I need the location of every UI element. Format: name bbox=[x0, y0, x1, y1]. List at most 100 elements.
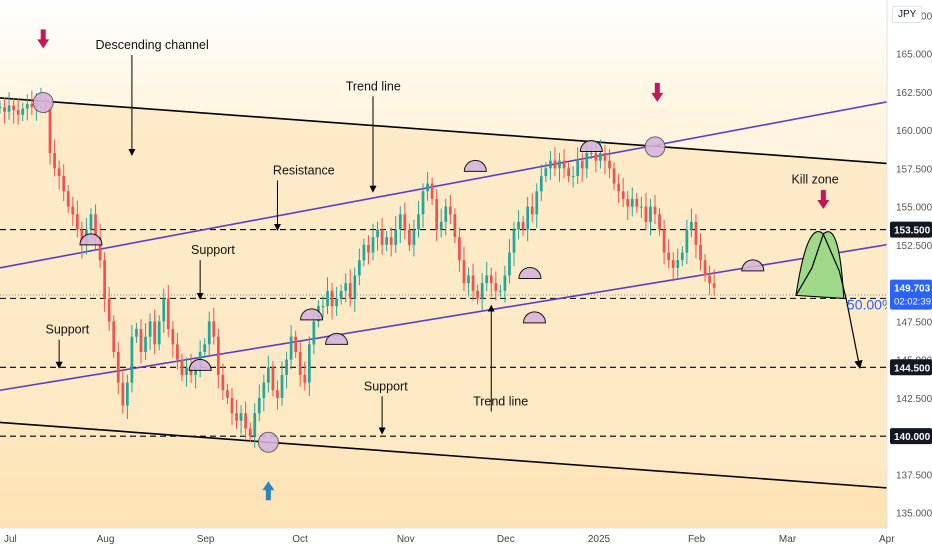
candle bbox=[635, 198, 639, 207]
candle bbox=[212, 321, 216, 337]
annotation-label: Support bbox=[191, 243, 235, 257]
candle bbox=[489, 275, 493, 284]
candle bbox=[339, 290, 343, 299]
candle bbox=[226, 390, 229, 398]
currency-label[interactable]: JPY bbox=[892, 6, 923, 23]
candle bbox=[571, 176, 575, 177]
candle bbox=[426, 183, 429, 192]
candle bbox=[298, 352, 302, 375]
candle bbox=[667, 252, 671, 261]
candle bbox=[494, 283, 498, 291]
candle bbox=[157, 321, 161, 345]
x-tick-label: 2025 bbox=[588, 534, 611, 545]
candle bbox=[630, 198, 634, 207]
candle bbox=[276, 390, 279, 398]
trend-line-upper bbox=[0, 92, 932, 269]
candle bbox=[412, 229, 416, 245]
annotation-label: Support bbox=[364, 379, 408, 393]
x-tick-label: Nov bbox=[397, 534, 415, 545]
candle bbox=[357, 260, 361, 276]
candle bbox=[662, 229, 666, 253]
candle bbox=[621, 191, 625, 199]
candle bbox=[21, 108, 25, 115]
candle bbox=[385, 237, 389, 245]
candle bbox=[685, 229, 689, 253]
candle bbox=[66, 191, 70, 207]
candle bbox=[562, 160, 566, 169]
candle bbox=[121, 382, 125, 406]
candle bbox=[558, 160, 561, 169]
candle bbox=[530, 206, 534, 215]
candle bbox=[708, 275, 711, 284]
candle bbox=[94, 214, 97, 238]
level-badge: 153.500 bbox=[894, 226, 931, 237]
touch-arc bbox=[518, 267, 542, 280]
candle bbox=[471, 275, 475, 291]
candle bbox=[394, 229, 398, 245]
candle bbox=[480, 283, 484, 299]
candle bbox=[312, 321, 316, 345]
candle bbox=[549, 160, 552, 169]
candle bbox=[367, 244, 370, 253]
level-badge: 140.000 bbox=[894, 432, 931, 443]
candle bbox=[103, 260, 106, 299]
candle bbox=[294, 336, 298, 352]
candle bbox=[376, 229, 379, 238]
candle bbox=[612, 168, 616, 184]
candle bbox=[303, 374, 307, 383]
annotation-label: Resistance bbox=[273, 163, 335, 177]
candle bbox=[235, 413, 238, 421]
candle bbox=[439, 221, 443, 230]
candle bbox=[380, 229, 384, 245]
annotation-label: Trend line bbox=[346, 79, 401, 93]
price-axis-bg bbox=[887, 0, 932, 550]
touch-arc bbox=[579, 140, 603, 153]
candle bbox=[585, 153, 589, 169]
current-price-badge-bg bbox=[890, 279, 932, 310]
x-tick-label: Apr bbox=[879, 534, 895, 545]
candle bbox=[280, 374, 284, 398]
candle bbox=[176, 344, 179, 360]
touch-arc bbox=[463, 159, 487, 172]
channel-fill bbox=[0, 97, 932, 492]
candle bbox=[467, 275, 470, 284]
candle bbox=[248, 428, 252, 437]
candle bbox=[62, 176, 66, 192]
candle bbox=[153, 321, 157, 345]
candle bbox=[594, 153, 598, 161]
candle bbox=[112, 321, 116, 352]
candle bbox=[671, 260, 675, 268]
candle bbox=[253, 413, 257, 437]
candle bbox=[512, 229, 516, 253]
candle bbox=[535, 191, 539, 215]
candle bbox=[166, 298, 170, 330]
annotation-label: Kill zone bbox=[791, 173, 838, 187]
touch-marker bbox=[32, 92, 54, 114]
candle bbox=[48, 107, 52, 154]
candle bbox=[216, 336, 220, 375]
candle bbox=[344, 283, 348, 291]
candle bbox=[348, 283, 352, 299]
candle bbox=[567, 168, 570, 176]
candle bbox=[80, 229, 84, 245]
x-tick-label: Aug bbox=[97, 534, 115, 545]
current-price-label: 149.703 bbox=[894, 284, 931, 295]
candle bbox=[30, 104, 34, 108]
candle bbox=[162, 298, 166, 322]
candle bbox=[185, 367, 188, 375]
touch-arc bbox=[522, 311, 546, 324]
candle bbox=[244, 413, 247, 429]
candle bbox=[116, 352, 120, 383]
candle bbox=[71, 206, 75, 215]
candle bbox=[694, 221, 698, 245]
candle bbox=[16, 110, 20, 115]
candle bbox=[289, 336, 293, 360]
candle bbox=[221, 374, 225, 391]
candle bbox=[139, 329, 143, 352]
arrow-down bbox=[651, 82, 664, 102]
candle bbox=[362, 244, 366, 261]
countdown-label: 02:02:39 bbox=[894, 297, 931, 308]
touch-marker bbox=[257, 431, 279, 453]
candle bbox=[57, 168, 61, 176]
